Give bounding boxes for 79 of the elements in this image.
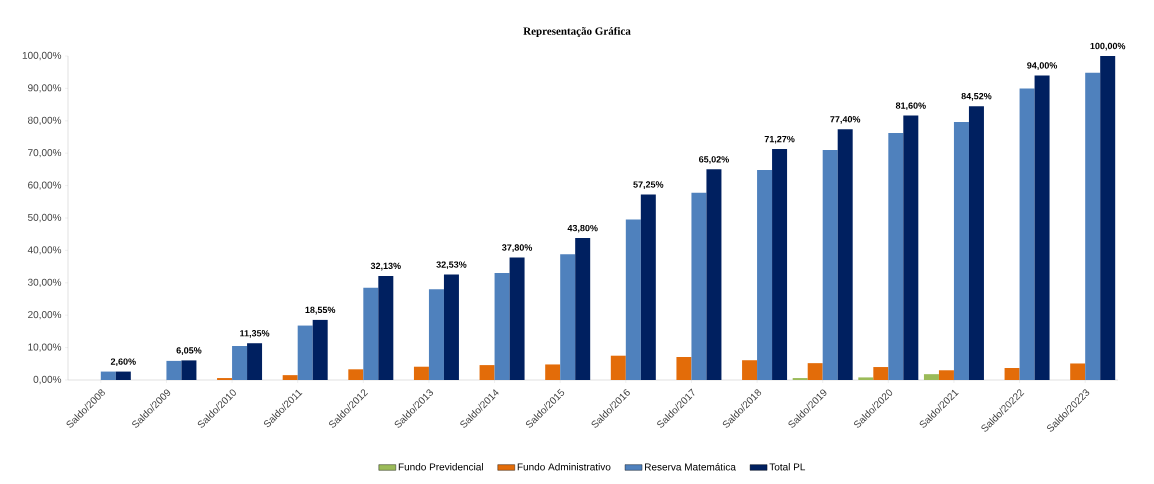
bar bbox=[923, 374, 939, 380]
data-label: 32,13% bbox=[370, 262, 401, 271]
bar bbox=[640, 194, 656, 380]
y-tick-label: 80,00% bbox=[28, 116, 62, 125]
legend-label: Fundo Administrativo bbox=[517, 463, 611, 471]
bar bbox=[509, 257, 525, 380]
y-tick-label: 90,00% bbox=[28, 84, 62, 93]
bar bbox=[479, 365, 495, 380]
bar bbox=[1070, 363, 1086, 380]
data-label: 2,60% bbox=[110, 358, 136, 367]
data-label: 84,52% bbox=[961, 92, 992, 101]
bar bbox=[691, 192, 707, 380]
data-label: 94,00% bbox=[1027, 62, 1058, 70]
data-label: 81,60% bbox=[895, 102, 926, 111]
bar bbox=[938, 370, 954, 380]
legend-label: Fundo Previdencial bbox=[398, 463, 483, 471]
bar bbox=[312, 319, 328, 380]
data-label: 57,25% bbox=[633, 181, 664, 189]
data-label: 18,55% bbox=[305, 306, 336, 315]
bar bbox=[348, 369, 364, 380]
bar bbox=[1100, 56, 1116, 380]
y-tick-label: 100,00% bbox=[22, 51, 62, 61]
data-label: 37,80% bbox=[502, 244, 533, 253]
bar bbox=[610, 355, 626, 380]
data-label: 65,02% bbox=[699, 156, 729, 164]
bar bbox=[560, 254, 576, 380]
bar bbox=[772, 149, 788, 380]
bar bbox=[706, 169, 722, 380]
bar bbox=[953, 122, 969, 380]
bar bbox=[247, 343, 263, 380]
data-label: 32,53% bbox=[436, 261, 467, 270]
bar bbox=[837, 129, 853, 380]
bar bbox=[1085, 72, 1101, 380]
bar bbox=[232, 345, 248, 380]
bar bbox=[1019, 88, 1035, 380]
data-label: 6,05% bbox=[176, 347, 202, 355]
bar bbox=[443, 274, 459, 380]
data-label: 100,00% bbox=[1090, 42, 1126, 51]
bar bbox=[115, 371, 131, 380]
bar bbox=[903, 115, 919, 380]
bar bbox=[676, 357, 692, 380]
bar bbox=[873, 367, 889, 380]
y-tick-label: 30,00% bbox=[27, 278, 62, 287]
bar bbox=[968, 106, 984, 380]
y-tick-label: 0,00% bbox=[33, 375, 62, 385]
bar bbox=[545, 364, 561, 380]
bar bbox=[757, 170, 773, 380]
bar bbox=[742, 360, 758, 380]
bar bbox=[575, 238, 591, 380]
bar bbox=[807, 363, 823, 380]
bar bbox=[282, 375, 298, 380]
bar bbox=[1034, 75, 1050, 380]
legend-label: Total PL bbox=[769, 463, 806, 471]
bar bbox=[822, 149, 838, 380]
bar bbox=[625, 219, 641, 380]
data-label: 11,35% bbox=[240, 330, 270, 338]
legend-label: Reserva Matemática bbox=[645, 463, 736, 471]
y-tick-label: 50,00% bbox=[27, 213, 62, 223]
bar bbox=[1004, 368, 1020, 380]
bar bbox=[166, 360, 182, 380]
chart-title: Representação Gráfica bbox=[523, 26, 631, 38]
bar bbox=[494, 273, 510, 380]
bar bbox=[297, 325, 313, 380]
y-tick-label: 20,00% bbox=[28, 311, 62, 320]
bar bbox=[100, 371, 116, 380]
y-tick-label: 70,00% bbox=[28, 149, 62, 158]
bar bbox=[413, 366, 429, 380]
y-tick-label: 10,00% bbox=[28, 343, 62, 352]
data-label: 77,40% bbox=[830, 116, 861, 124]
y-tick-label: 60,00% bbox=[28, 181, 62, 190]
bar bbox=[888, 133, 904, 380]
bar bbox=[378, 275, 394, 380]
bar bbox=[428, 289, 444, 380]
y-tick-label: 40,00% bbox=[27, 246, 62, 255]
bar bbox=[363, 287, 379, 380]
data-label: 43,80% bbox=[567, 224, 598, 233]
bar bbox=[858, 377, 874, 380]
bar bbox=[181, 360, 197, 380]
data-label: 71,27% bbox=[764, 135, 795, 144]
